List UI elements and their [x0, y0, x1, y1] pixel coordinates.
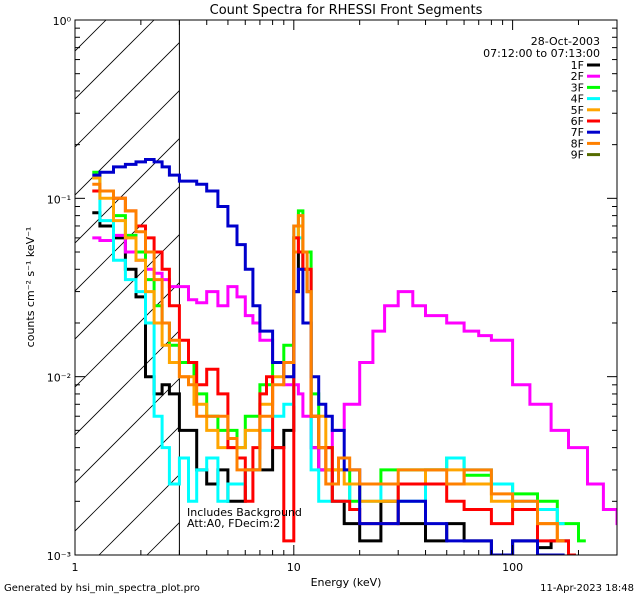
series-5F-line — [92, 176, 565, 543]
footer-timestamp: 11-Apr-2023 18:48 — [540, 583, 634, 594]
chart-title: Count Spectra for RHESSI Front Segments — [210, 3, 483, 18]
x-axis-label: Energy (keV) — [311, 576, 382, 589]
series-1F-line — [92, 211, 576, 555]
series-8F-line — [92, 182, 565, 543]
legend-label-3F: 3F — [571, 81, 584, 94]
date-label: 28-Oct-2003 — [531, 35, 600, 48]
legend-label-2F: 2F — [571, 70, 584, 83]
footer-generated-by: Generated by hsi_min_spectra_plot.pro — [4, 583, 200, 594]
x-tick-label: 10 — [287, 561, 301, 574]
hatch-lines — [75, 20, 180, 555]
x-tick-label: 100 — [502, 561, 523, 574]
legend-label-5F: 5F — [571, 104, 584, 117]
time-range-label: 07:12:00 to 07:13:00 — [483, 47, 600, 60]
legend-label-8F: 8F — [571, 137, 584, 150]
y-tick-label: 10⁻³ — [47, 550, 71, 563]
legend-label-6F: 6F — [571, 115, 584, 128]
x-tick-label: 1 — [72, 561, 79, 574]
legend-label-4F: 4F — [571, 93, 584, 106]
series-7F-line — [92, 158, 565, 555]
y-axis-label: counts cm⁻² s⁻¹ keV⁻¹ — [24, 227, 37, 348]
annotation-attenuator: Att:A0, FDecim:2 — [187, 517, 280, 530]
axis-ticks: 1 10 100 10⁻³ 10⁻² 10⁻¹ 10⁰ — [47, 15, 618, 574]
y-tick-label: 10⁻¹ — [47, 193, 71, 206]
series-layer — [92, 158, 617, 555]
legend-label-1F: 1F — [571, 59, 584, 72]
y-tick-label: 10⁻² — [47, 372, 71, 385]
series-6F-line — [92, 189, 576, 555]
legend-label-7F: 7F — [571, 126, 584, 139]
legend-label-9F: 9F — [571, 149, 584, 162]
series-4F-line — [92, 176, 565, 526]
annotation-background: Includes Background — [187, 506, 302, 519]
y-tick-label: 10⁰ — [53, 15, 72, 28]
plot-frame — [74, 19, 618, 556]
